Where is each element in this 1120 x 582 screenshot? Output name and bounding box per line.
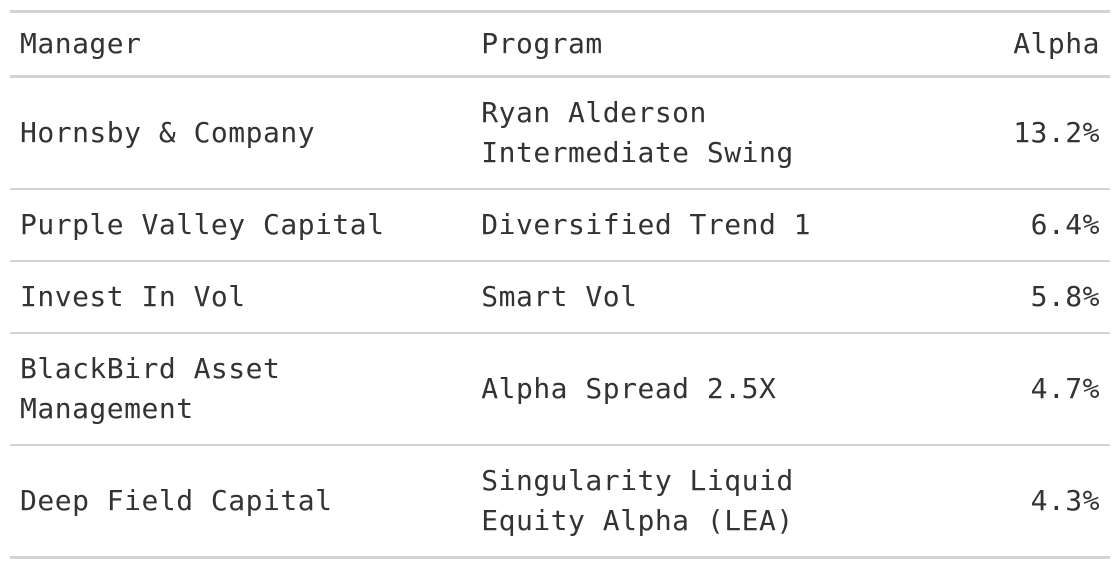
column-header-alpha: Alpha bbox=[1013, 27, 1100, 60]
table-row: Invest In Vol Smart Vol 5.8% bbox=[10, 261, 1110, 333]
alpha-value: 4.3% bbox=[1030, 484, 1100, 517]
program-cell: Ryan Alderson Intermediate Swing bbox=[471, 77, 878, 190]
program-name-line: Smart Vol bbox=[481, 280, 638, 313]
program-cell: Singularity Liquid Equity Alpha (LEA) bbox=[471, 445, 878, 558]
table-body: Hornsby & Company Ryan Alderson Intermed… bbox=[10, 77, 1110, 558]
manager-name: Invest In Vol bbox=[20, 280, 246, 313]
program-cell: Alpha Spread 2.5X bbox=[471, 333, 878, 445]
program-cell: Diversified Trend 1 bbox=[471, 189, 878, 261]
table-row: Purple Valley Capital Diversified Trend … bbox=[10, 189, 1110, 261]
manager-cell: BlackBird Asset Management bbox=[10, 333, 471, 445]
program-name-line: Ryan Alderson bbox=[481, 96, 707, 129]
table-row: Deep Field Capital Singularity Liquid Eq… bbox=[10, 445, 1110, 558]
manager-name: Hornsby & Company bbox=[20, 116, 316, 149]
alpha-value: 4.7% bbox=[1030, 372, 1100, 405]
table-header: Manager Program Alpha bbox=[10, 11, 1110, 77]
column-header-program: Program bbox=[481, 27, 603, 60]
table-row: Hornsby & Company Ryan Alderson Intermed… bbox=[10, 77, 1110, 190]
manager-name-line: BlackBird Asset bbox=[20, 352, 281, 385]
table-row: BlackBird Asset Management Alpha Spread … bbox=[10, 333, 1110, 445]
alpha-value: 6.4% bbox=[1030, 208, 1100, 241]
program-name-line: Intermediate Swing bbox=[481, 136, 794, 169]
program-cell: Smart Vol bbox=[471, 261, 878, 333]
alpha-value: 5.8% bbox=[1030, 280, 1100, 313]
program-name-line: Diversified Trend 1 bbox=[481, 208, 812, 241]
alpha-value: 13.2% bbox=[1013, 116, 1100, 149]
manager-cell: Hornsby & Company bbox=[10, 77, 471, 190]
manager-alpha-table: Manager Program Alpha Hornsby & Company … bbox=[10, 10, 1110, 559]
manager-cell: Purple Valley Capital bbox=[10, 189, 471, 261]
program-name-line: Singularity Liquid bbox=[481, 464, 794, 497]
program-name-line: Alpha Spread 2.5X bbox=[481, 372, 777, 405]
manager-name: Purple Valley Capital bbox=[20, 208, 385, 241]
manager-name: Deep Field Capital bbox=[20, 484, 333, 517]
header-row: Manager Program Alpha bbox=[10, 11, 1110, 77]
manager-alpha-table-container: Manager Program Alpha Hornsby & Company … bbox=[10, 10, 1110, 559]
manager-cell: Invest In Vol bbox=[10, 261, 471, 333]
program-name-line: Equity Alpha (LEA) bbox=[481, 504, 794, 537]
column-header-manager: Manager bbox=[20, 27, 142, 60]
manager-cell: Deep Field Capital bbox=[10, 445, 471, 558]
manager-name-line: Management bbox=[20, 392, 194, 425]
